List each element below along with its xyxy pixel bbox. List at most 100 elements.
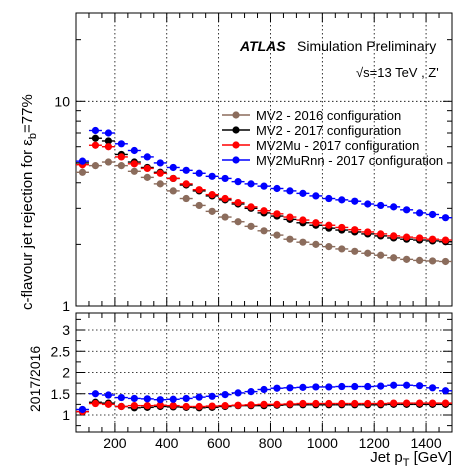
ratio-point [441,387,450,395]
ratio-point [182,394,190,403]
main-point [428,235,437,243]
main-point [441,214,450,222]
main-point [91,134,100,142]
main-point [208,191,216,199]
ratio-series [76,381,452,416]
ratio-point [415,399,424,407]
main-point [234,198,242,207]
ratio-point [195,393,203,401]
ratio-y-tick-label: 3 [62,322,70,338]
ratio-point [260,400,268,408]
ratio-point [247,388,255,396]
main-point [130,146,138,155]
ratio-point [221,391,229,399]
legend-marker [232,111,240,119]
main-y-tick-label: 10 [54,93,70,109]
x-tick-labels: 200 400 600 800 1000 1200 1400 [103,435,442,451]
legend-marker [232,141,240,149]
main-point [143,164,151,173]
x-tick-label: 1000 [307,435,338,451]
x-tick-label: 600 [207,435,231,451]
ratio-y-tick-label: 2.5 [51,343,71,359]
main-point [338,223,346,232]
ratio-grid [76,313,452,432]
main-point [260,207,268,215]
main-point [377,201,385,210]
main-grid [76,13,452,306]
ylabel-ratio: 2017/2016 [27,346,43,412]
main-point [234,178,242,186]
main-point [182,180,190,188]
ratio-ticks [75,313,453,432]
main-point [169,163,177,172]
main-point [415,209,424,217]
main-point [195,201,203,210]
ylabel-main: c-flavour jet rejection for εb=77% [19,94,39,310]
ratio-point [377,382,385,390]
ratio-point [428,384,437,392]
ratio-y-tick-label: 1 [62,407,70,423]
energy-label: √s=13 TeV , Z' [356,65,439,80]
main-point [273,184,281,193]
main-point [286,235,294,243]
main-point [104,137,113,145]
main-point [415,256,424,265]
main-point [91,162,100,170]
main-point [428,210,437,219]
ratio-point [338,399,346,408]
ratio-point [208,392,216,400]
main-point [156,169,164,177]
ratio-point [377,399,385,408]
ratio-y-tick-label: 2 [62,365,70,381]
ratio-point [286,384,294,392]
main-point [338,245,346,253]
main-point [104,143,113,151]
legend-label: MV2Mu - 2017 configuration [256,138,419,153]
ratio-point [91,390,100,398]
ratio-series-mv2murnn-2017-configuration [76,381,452,414]
note-label: Simulation Preliminary [297,38,436,54]
legend-marker [232,126,240,134]
ratio-point [182,402,190,411]
main-point [390,254,398,262]
ratio-point [325,383,333,391]
main-point [351,226,359,234]
legend-label: MV2 - 2016 configuration [256,108,401,123]
main-point [286,213,294,221]
main-point [364,200,372,208]
main-point [364,228,372,236]
xlabel: Jet pT [GeV] [370,449,452,469]
main-point [325,194,333,203]
main-ticks [75,13,453,307]
main-point [208,172,216,180]
ratio-point [286,400,294,408]
ratio-point [273,400,281,408]
main-point [377,251,385,259]
legend-label: MV2 - 2017 configuration [256,123,401,138]
main-point [325,221,333,229]
ratio-point [169,402,177,410]
main-point [390,203,398,211]
ratio-y-tick-labels: 1 1.5 2 2.5 3 [51,322,71,423]
main-series-mv2mu-2017-configuration [76,141,452,244]
ratio-point [364,382,372,391]
main-point [169,187,177,195]
main-point [403,233,411,241]
legend-label: MV2MuRnn - 2017 configuration [256,153,443,168]
main-point [143,153,151,161]
main-point [377,230,385,238]
main-y-tick-label: 1 [62,298,70,314]
main-point [195,169,203,177]
main-point [117,140,125,148]
ratio-point [143,395,151,403]
ratio-point [351,382,359,391]
main-point [403,206,411,214]
main-point [208,207,216,215]
main-point [221,213,229,221]
ratio-point [338,382,346,391]
main-point [441,236,450,244]
ratio-point [390,399,398,407]
ratio-point [325,399,333,408]
